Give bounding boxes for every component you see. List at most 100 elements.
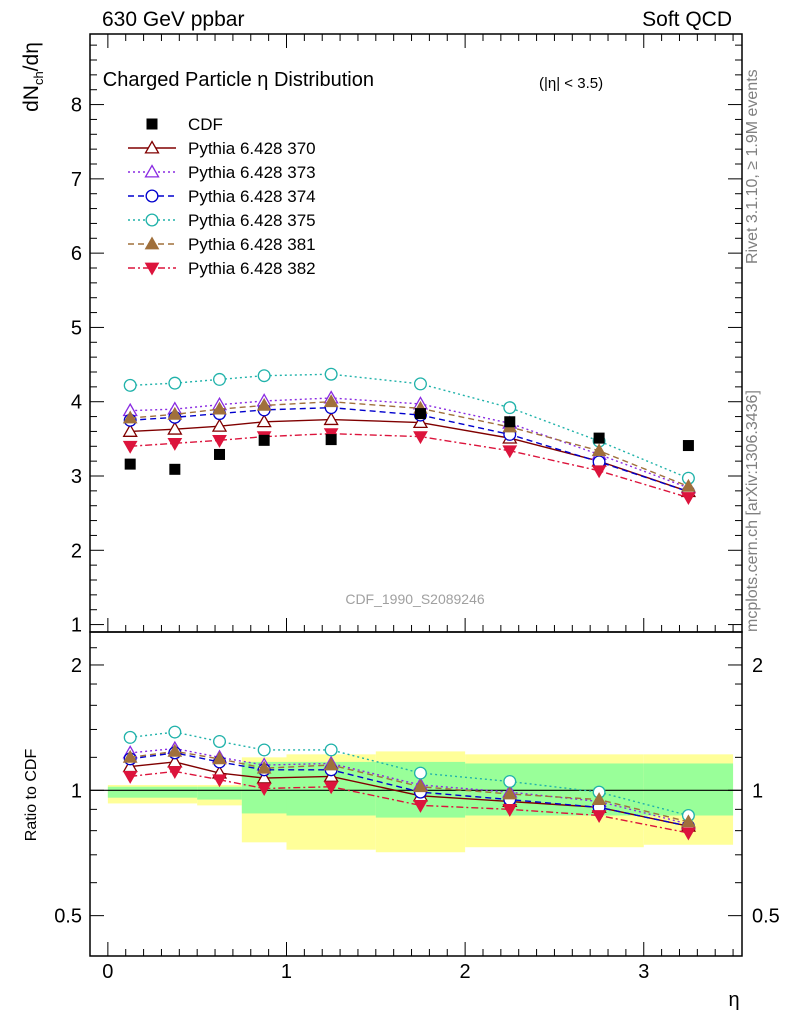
ratio-point (502, 803, 518, 817)
legend-entry: Pythia 6.428 370 (128, 139, 316, 158)
stat-uncertainty-band (465, 763, 644, 816)
analysis-id-label: CDF_1990_S2089246 (345, 591, 485, 607)
chart-title-suffix: (|η| < 3.5) (539, 75, 603, 92)
y-tick-label: 5 (71, 317, 82, 339)
ratio-tick-label-right: 1 (752, 780, 763, 802)
ratio-point (256, 783, 272, 797)
data-point (169, 463, 181, 475)
ratio-point (167, 743, 183, 757)
stat-uncertainty-band (107, 786, 198, 798)
ratio-point (167, 766, 183, 779)
series-point (502, 445, 518, 459)
legend-label: Pythia 6.428 381 (188, 235, 316, 254)
ratio-axis-label: Ratio to CDF (23, 749, 40, 842)
legend-entry: Pythia 6.428 381 (128, 235, 316, 254)
process-label: Soft QCD (642, 8, 732, 31)
legend-label: CDF (188, 115, 223, 134)
y-tick-label: 4 (71, 392, 82, 414)
data-point (414, 408, 426, 420)
y-tick-label: 6 (71, 243, 82, 265)
y-axis-label-subscript: ch (31, 71, 46, 85)
legend-label: Pythia 6.428 374 (188, 187, 316, 206)
series-point (256, 397, 272, 411)
legend-marker (144, 164, 160, 178)
series-layer (122, 367, 697, 841)
data-point (682, 440, 694, 452)
ratio-plot-frame (89, 631, 743, 957)
ratio-point (413, 800, 428, 813)
ratio-point (122, 749, 138, 763)
ratio-point (503, 774, 517, 788)
y-tick-label: 1 (71, 615, 82, 637)
legend-marker (145, 189, 159, 203)
series-point (212, 401, 227, 415)
series-3 (123, 367, 695, 822)
ratio-point (257, 743, 271, 757)
series-point (211, 418, 228, 432)
ratio-point (123, 730, 137, 744)
ratio-tick-label: 1 (71, 780, 82, 802)
stat-uncertainty-band (197, 786, 242, 800)
ratio-point (591, 792, 607, 805)
data-point (593, 432, 605, 444)
legend-marker (144, 262, 160, 276)
ratio-line (130, 747, 689, 825)
series-point (591, 443, 607, 457)
ratio-tick-label: 0.5 (54, 906, 82, 928)
ratio-point (212, 751, 227, 765)
ratio-point (591, 810, 607, 823)
ratio-tick-label: 2 (71, 655, 82, 677)
series-point (167, 406, 183, 420)
series-point (257, 369, 271, 383)
y-tick-label: 8 (71, 95, 82, 117)
y-tick-label: 2 (71, 540, 82, 562)
series-point (212, 434, 227, 448)
legend-label: Pythia 6.428 382 (188, 259, 316, 278)
data-series (124, 408, 694, 475)
ratio-point (323, 781, 339, 795)
data-point (258, 434, 270, 446)
ratio-point (323, 757, 339, 771)
legend-marker (146, 118, 158, 130)
series-point (123, 378, 137, 392)
x-tick-label: 1 (281, 961, 292, 983)
legend-marker (145, 213, 159, 227)
legend-entry: Pythia 6.428 374 (128, 187, 316, 206)
axes: 1 2 3 4 5 6 7 8 0.5 0.5 1 1 2 2 0 1 2 3 (54, 33, 780, 983)
beam-energy-label: 630 GeV ppbar (102, 8, 245, 31)
ratio-point (413, 766, 427, 780)
data-point (124, 458, 136, 470)
x-tick-label: 3 (638, 961, 649, 983)
series-point (591, 465, 607, 479)
series-point (168, 376, 182, 390)
series-point (122, 410, 138, 424)
ratio-point (324, 743, 338, 757)
ratio-point (256, 770, 272, 784)
ratio-point (681, 827, 696, 841)
x-tick-label: 0 (102, 961, 113, 983)
legend-label: Pythia 6.428 370 (188, 139, 316, 158)
legend-entry: CDF (146, 115, 223, 134)
series-point (167, 437, 183, 451)
legend-label: Pythia 6.428 373 (188, 163, 316, 182)
ratio-point (213, 734, 227, 748)
series-point (681, 478, 696, 492)
legend-marker (144, 236, 160, 250)
legend-entry: Pythia 6.428 382 (128, 259, 316, 278)
series-point (681, 492, 696, 506)
ratio-tick-label-right: 2 (752, 655, 763, 677)
ratio-point (502, 786, 518, 800)
ratio-point (413, 779, 428, 793)
series-4 (122, 394, 696, 828)
series-line (130, 406, 689, 493)
legend-marker (144, 140, 160, 154)
y-tick-label: 7 (71, 169, 82, 191)
chart-title: Charged Particle η Distribution (103, 69, 374, 91)
series-point (413, 377, 427, 391)
y-tick-label: 3 (71, 466, 82, 488)
series-5 (122, 428, 696, 841)
ratio-line (130, 770, 689, 834)
series-point (122, 440, 138, 454)
legend-entry: Pythia 6.428 375 (128, 211, 316, 230)
